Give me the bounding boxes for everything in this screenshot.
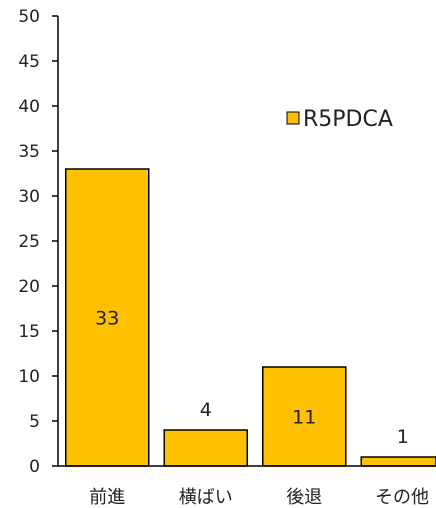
bars xyxy=(65,168,436,467)
y-tick-label: 15 xyxy=(18,322,40,342)
bar xyxy=(360,456,436,467)
x-category-label: 後退 xyxy=(286,487,322,508)
y-tick-label: 45 xyxy=(18,52,40,72)
data-label: 11 xyxy=(292,407,316,429)
bar xyxy=(163,429,248,467)
x-category-label: その他 xyxy=(375,487,429,508)
y-tick-label: 0 xyxy=(29,457,40,477)
x-category-label: 前進 xyxy=(89,487,125,508)
bar xyxy=(262,366,347,467)
legend-label: R5PDCA xyxy=(303,107,393,132)
y-tick-label: 25 xyxy=(18,232,40,252)
y-tick-label: 5 xyxy=(29,412,40,432)
x-category-label: 横ばい xyxy=(179,487,233,508)
legend: R5PDCA xyxy=(286,107,393,132)
data-labels: 334 111 xyxy=(95,308,409,449)
legend-swatch xyxy=(286,111,300,125)
data-label: 4 xyxy=(200,399,212,421)
y-tick-label: 35 xyxy=(18,142,40,162)
bar xyxy=(65,168,150,467)
data-label: 1 xyxy=(397,426,409,448)
data-label: 33 xyxy=(95,308,119,330)
y-axis: 0 5 10 15 20 25 30 35 40 45 50 xyxy=(18,7,59,477)
y-tick-label: 10 xyxy=(18,367,40,387)
y-tick-label: 40 xyxy=(18,97,40,117)
y-tick-label: 50 xyxy=(18,7,40,27)
y-tick-label: 20 xyxy=(18,277,40,297)
y-tick-label: 30 xyxy=(18,187,40,207)
x-axis: 前進 横ばい 後退 その他 xyxy=(58,465,436,508)
